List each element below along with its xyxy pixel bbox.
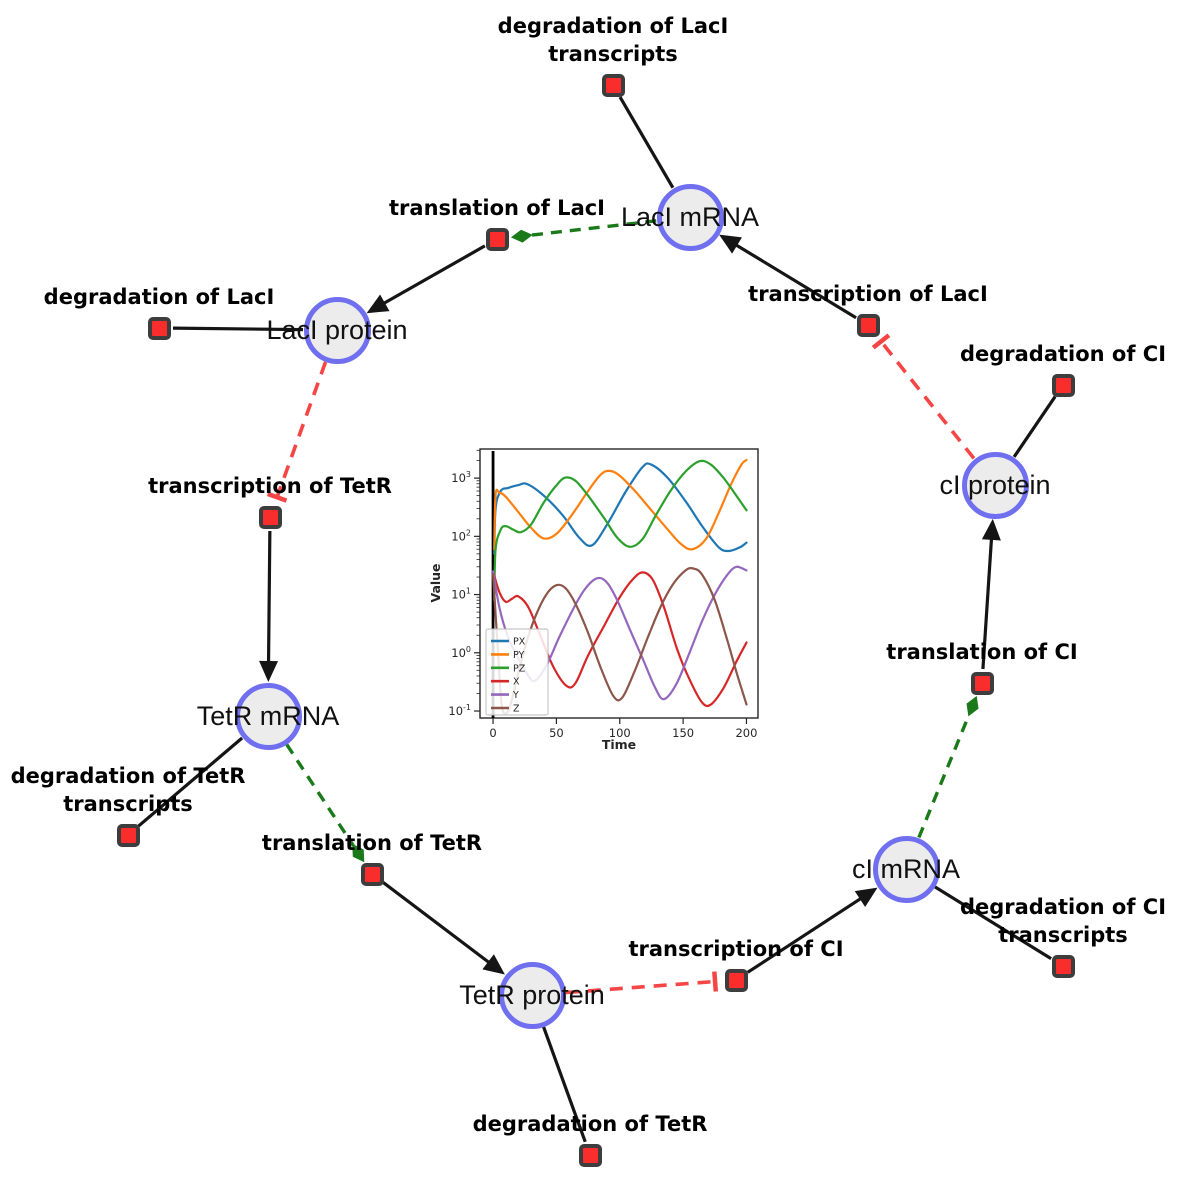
edge-transcription-tetr-to-tetr-mrna (259, 530, 279, 683)
legend-label-Z: Z (513, 704, 520, 715)
edge-deg-laci-transcripts-to-laci-mrna (618, 96, 675, 189)
edge-transcription-ci-to-ci-mrna (746, 887, 878, 974)
series-X (492, 570, 748, 708)
reaction-node-transcription-tetr[interactable] (258, 505, 282, 529)
species-label-ci-protein: cI protein (939, 470, 1051, 500)
edge-laci-protein-to-transcription-tetr (266, 361, 328, 503)
reaction-node-deg-tetr-transcripts[interactable] (116, 823, 140, 847)
legend-label-Y: Y (512, 690, 519, 701)
edge-ci-mrna-to-translation-ci (917, 695, 979, 839)
y-tick-label: 102 (451, 528, 471, 543)
edge-deg-tetr-to-tetr-protein (542, 1026, 587, 1143)
reaction-node-deg-laci[interactable] (147, 316, 171, 340)
x-axis-label: Time (602, 737, 636, 752)
edge-tetr-mrna-to-translation-tetr (285, 743, 365, 863)
edge-deg-ci-to-ci-protein (1012, 395, 1057, 458)
reaction-node-translation-laci[interactable] (485, 227, 509, 251)
reaction-label-transcription-tetr: transcription of TetR (148, 474, 392, 498)
x-tick-label: 50 (549, 726, 564, 740)
reaction-node-deg-ci-transcripts[interactable] (1051, 954, 1075, 978)
y-tick-label: 10-1 (448, 703, 471, 718)
x-tick-label: 0 (489, 726, 496, 740)
reaction-label-deg-laci-transcripts: degradation of LacI transcripts (497, 14, 729, 66)
inset-chart-svg: 10-1 100 101 102 103 0 50 100 150 200 PX PY PZ XYZ Tim… (425, 437, 775, 767)
reaction-node-deg-tetr[interactable] (578, 1143, 602, 1167)
edge-translation-laci-to-laci-protein (366, 244, 486, 314)
reaction-node-translation-tetr[interactable] (360, 862, 384, 886)
y-tick-label: 100 (451, 645, 471, 660)
species-node-tetr-protein[interactable] (498, 961, 566, 1029)
reaction-node-transcription-laci[interactable] (856, 313, 880, 337)
reaction-node-deg-laci-transcripts[interactable] (601, 73, 625, 97)
legend-label-PX: PX (513, 637, 526, 648)
reaction-label-translation-ci: translation of CI (886, 640, 1078, 664)
edge-deg-laci-to-laci-protein (172, 326, 304, 332)
series-PZ (493, 459, 748, 602)
x-tick-label: 200 (735, 726, 757, 740)
reaction-label-transcription-laci: transcription of LacI (748, 282, 988, 306)
y-axis-label: Value (428, 563, 443, 602)
reaction-label-transcription-ci: transcription of CI (628, 937, 844, 961)
legend-label-PZ: PZ (513, 663, 526, 674)
reaction-label-translation-laci: translation of LacI (389, 196, 605, 220)
y-tick-label: 101 (451, 587, 471, 602)
edge-tetr-protein-to-transcription-ci (565, 971, 719, 995)
edge-translation-tetr-to-tetr-protein (382, 881, 505, 975)
reaction-label-translation-tetr: translation of TetR (261, 831, 483, 855)
reaction-node-deg-ci[interactable] (1051, 373, 1075, 397)
species-node-ci-mrna[interactable] (872, 835, 940, 903)
legend-label-X: X (513, 677, 520, 688)
species-label-laci-protein: LacI protein (266, 315, 408, 345)
reaction-label-deg-tetr-transcripts: degradation of TetR transcripts (10, 764, 246, 816)
species-label-ci-mrna: cI mRNA (852, 854, 960, 884)
species-label-tetr-mrna: TetR mRNA (196, 701, 340, 731)
y-tick-label: 103 (451, 470, 471, 485)
chart-legend: PX PY PZ XYZ (485, 628, 549, 716)
x-tick-label: 100 (609, 726, 631, 740)
species-label-tetr-protein: TetR protein (459, 980, 605, 1010)
reaction-label-deg-ci-transcripts: degradation of CI transcripts (959, 895, 1167, 947)
time-series-inset-chart: 10-1 100 101 102 103 0 50 100 150 200 PX PY PZ X Y Z Tim… (425, 437, 775, 767)
reaction-label-deg-laci: degradation of LacI (43, 285, 275, 309)
edge-translation-ci-to-ci-protein (981, 518, 1001, 670)
edge-deg-ci-transcripts-to-ci-mrna (934, 885, 1052, 961)
species-node-laci-mrna[interactable] (656, 183, 724, 251)
reaction-label-deg-ci: degradation of CI (959, 342, 1167, 366)
species-label-laci-mrna: LacI mRNA (620, 202, 760, 232)
species-node-ci-protein[interactable] (961, 451, 1029, 519)
species-node-tetr-mrna[interactable] (234, 682, 302, 750)
reaction-label-deg-tetr: degradation of TetR (472, 1112, 708, 1136)
series-PY (493, 458, 748, 551)
edge-deg-tetr-transcripts-to-tetr-mrna (137, 736, 244, 828)
species-node-laci-protein[interactable] (303, 296, 371, 364)
reaction-node-translation-ci[interactable] (970, 671, 994, 695)
x-tick-label: 150 (672, 726, 694, 740)
edge-transcription-laci-to-laci-mrna (719, 234, 857, 320)
reaction-node-transcription-ci[interactable] (724, 968, 748, 992)
edge-laci-mrna-to-translation-laci (510, 219, 657, 243)
chart-curves (492, 458, 748, 715)
legend-label-PY: PY (513, 650, 525, 661)
edge-ci-protein-to-transcription-laci (871, 333, 976, 460)
